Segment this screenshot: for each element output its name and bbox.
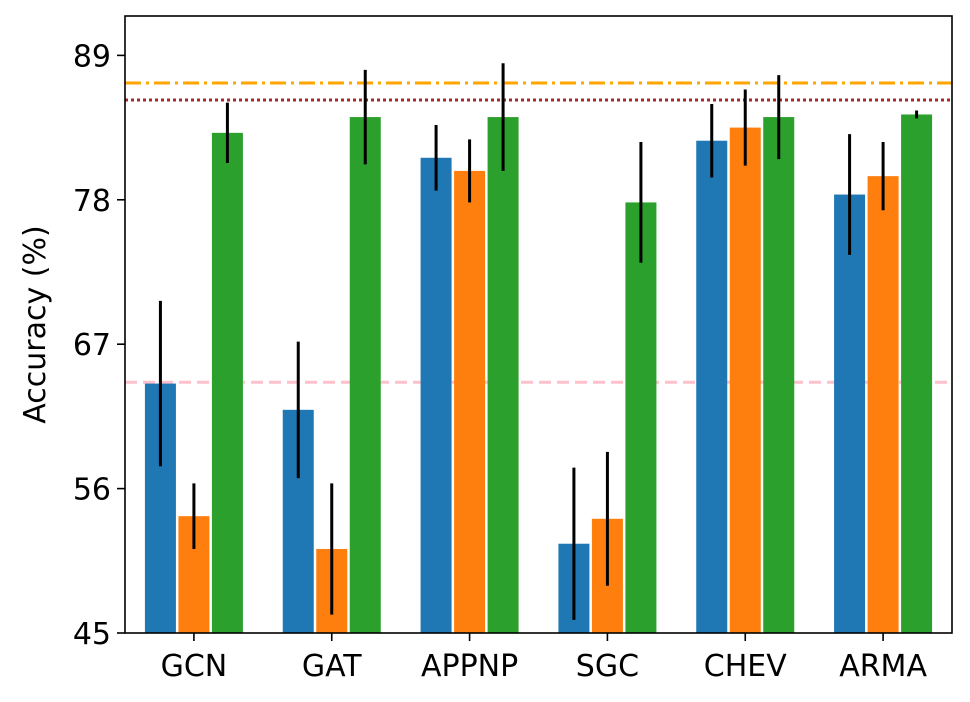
x-tick-label-chev: CHEV — [704, 649, 787, 684]
y-tick-label-89: 89 — [73, 39, 111, 74]
y-axis: 45 56 67 78 89 — [73, 39, 125, 652]
bar-gat-3 — [349, 117, 381, 633]
bar-appnp-3 — [487, 117, 519, 633]
plot-frame — [124, 15, 953, 634]
x-tick-label-gcn: GCN — [161, 649, 228, 684]
bar-appnp-2 — [454, 170, 486, 634]
bar-chev-2 — [729, 127, 761, 633]
x-tick-label-sgc: SGC — [576, 649, 639, 684]
bar-chev-1 — [696, 140, 728, 633]
bar-appnp-1 — [420, 157, 452, 633]
bar-chev-3 — [763, 117, 795, 633]
y-tick-label-56: 56 — [73, 473, 111, 508]
bars — [144, 114, 933, 634]
bar-arma-2 — [867, 176, 899, 633]
x-tick-label-appnp: APPNP — [421, 649, 518, 684]
bar-arma-1 — [834, 194, 866, 633]
x-axis: GCN GAT APPNP SGC CHEV ARMA — [161, 633, 927, 684]
y-tick-label-78: 78 — [73, 184, 111, 219]
x-tick-label-arma: ARMA — [839, 649, 927, 684]
error-bars — [158, 63, 919, 620]
y-axis-label: Accuracy (%) — [18, 225, 53, 423]
bar-arma-3 — [901, 114, 933, 633]
bar-gcn-3 — [211, 132, 243, 633]
y-tick-label-45: 45 — [73, 617, 111, 652]
reference-lines — [125, 81, 952, 384]
bar-sgc-3 — [625, 202, 657, 633]
x-tick-label-gat: GAT — [302, 649, 362, 684]
y-tick-label-67: 67 — [73, 328, 111, 363]
